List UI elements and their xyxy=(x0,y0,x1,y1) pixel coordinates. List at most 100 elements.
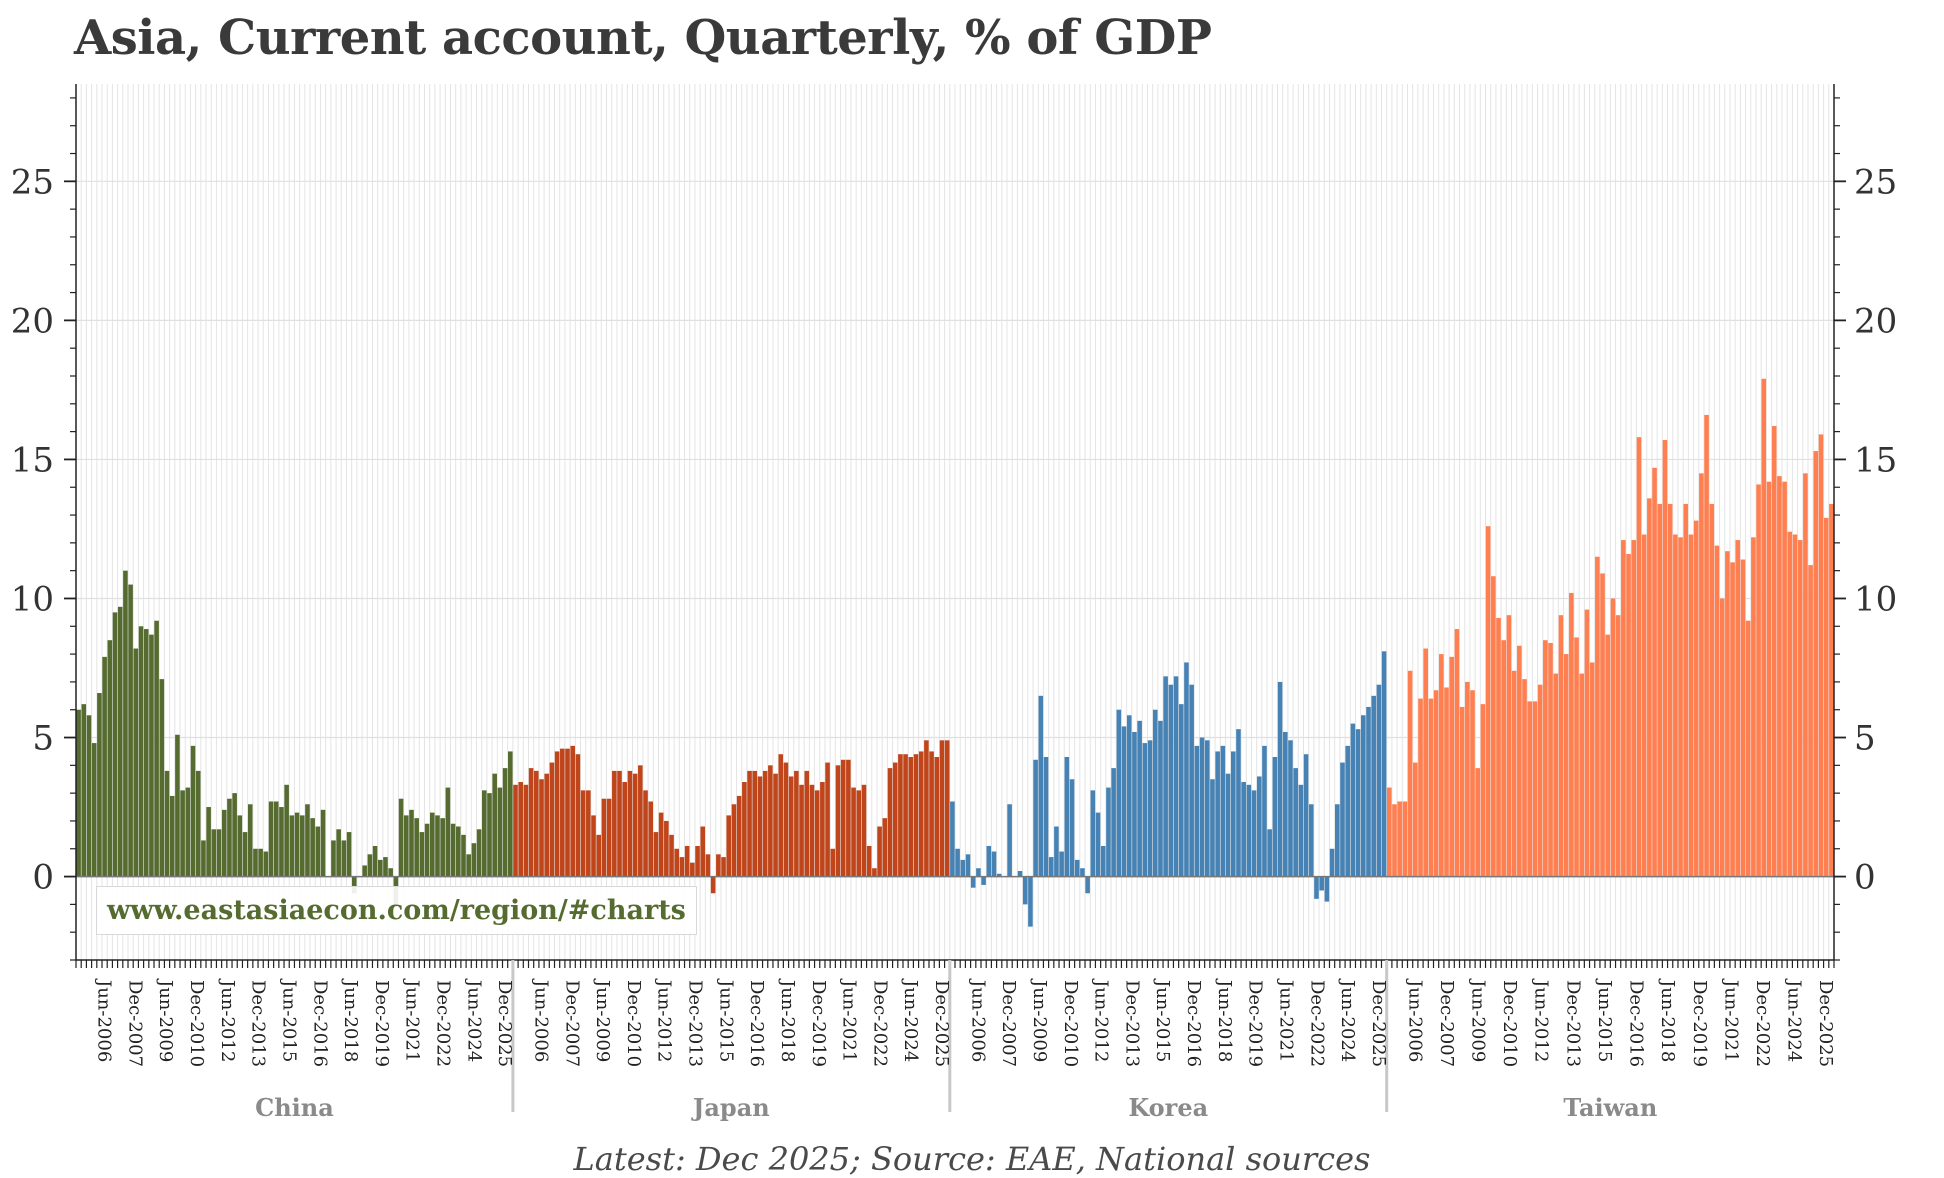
x-tick-label: Dec-2019 xyxy=(1689,980,1710,1067)
bar-taiwan xyxy=(1777,476,1782,877)
bar-korea xyxy=(1324,876,1330,902)
bar-japan xyxy=(664,820,669,877)
x-tick-label: Dec-2013 xyxy=(248,980,269,1067)
bar-korea xyxy=(1376,684,1382,877)
bar-taiwan xyxy=(1782,481,1787,877)
bar-china xyxy=(409,809,414,877)
bar-japan xyxy=(804,770,810,877)
bar-taiwan xyxy=(1704,414,1709,877)
x-tick-label: Dec-2007 xyxy=(561,980,582,1067)
bar-korea xyxy=(1069,779,1075,877)
bar-china xyxy=(86,715,92,877)
bar-china xyxy=(143,629,149,877)
bar-taiwan xyxy=(1449,656,1455,877)
bar-korea xyxy=(1272,756,1278,877)
bar-japan xyxy=(523,784,529,877)
bar-korea xyxy=(1262,745,1267,877)
bar-japan xyxy=(648,801,654,877)
bar-taiwan xyxy=(1439,654,1444,877)
bar-korea xyxy=(1085,876,1090,894)
bar-japan xyxy=(638,765,643,877)
bar-japan xyxy=(606,798,612,877)
bar-korea xyxy=(1340,762,1345,877)
bar-japan xyxy=(877,826,882,877)
bar-taiwan xyxy=(1693,520,1699,877)
bar-china xyxy=(305,804,310,877)
bar-taiwan xyxy=(1600,573,1605,877)
bar-china xyxy=(320,809,326,877)
bar-china xyxy=(383,857,388,877)
bar-korea xyxy=(950,801,955,877)
bar-korea xyxy=(976,868,981,877)
bar-taiwan xyxy=(1714,545,1720,877)
bar-japan xyxy=(924,740,929,877)
bar-korea xyxy=(1381,651,1387,877)
bar-korea xyxy=(1220,745,1226,877)
bar-taiwan xyxy=(1709,503,1715,877)
bar-taiwan xyxy=(1745,620,1751,877)
labels-layer: 0 0 5 5 10 10 15 15 20 20 25 25 Jun-2006 Dec-2007 Jun-… xyxy=(11,162,1898,1122)
bar-china xyxy=(247,804,253,877)
bar-korea xyxy=(1241,782,1246,877)
bar-taiwan xyxy=(1751,537,1756,877)
bar-japan xyxy=(908,756,914,877)
bar-japan xyxy=(700,826,706,877)
bar-japan xyxy=(544,773,549,877)
bar-taiwan xyxy=(1771,426,1777,877)
x-tick-label: Jun-2012 xyxy=(217,978,238,1062)
bar-korea xyxy=(1048,857,1054,877)
bar-japan xyxy=(773,773,778,877)
bar-taiwan xyxy=(1761,378,1767,877)
bar-taiwan xyxy=(1501,640,1507,877)
bar-china xyxy=(117,606,123,877)
bar-japan xyxy=(747,770,752,877)
bar-korea xyxy=(1319,876,1324,891)
bar-taiwan xyxy=(1725,551,1730,877)
bar-japan xyxy=(617,770,622,877)
bar-japan xyxy=(794,770,799,877)
x-tick-label: Jun-2021 xyxy=(1720,978,1741,1062)
bar-taiwan xyxy=(1407,670,1413,877)
bar-taiwan xyxy=(1454,629,1460,877)
bar-japan xyxy=(757,776,763,877)
bar-taiwan xyxy=(1662,439,1668,877)
bar-japan xyxy=(596,834,602,877)
bar-korea xyxy=(1361,715,1366,877)
bar-japan xyxy=(778,754,784,877)
bar-taiwan xyxy=(1647,498,1652,877)
bar-korea xyxy=(1308,804,1314,877)
x-tick-label: Jun-2006 xyxy=(967,978,988,1062)
chart-title: Asia, Current account, Quarterly, % of G… xyxy=(74,10,1212,66)
bar-china xyxy=(133,648,139,877)
bar-taiwan xyxy=(1792,534,1798,877)
bar-taiwan xyxy=(1818,434,1824,877)
bar-taiwan xyxy=(1413,762,1418,877)
bar-japan xyxy=(918,751,924,877)
bar-taiwan xyxy=(1527,701,1533,877)
bar-taiwan xyxy=(1569,592,1574,877)
y-tick-label-right: 5 xyxy=(1854,719,1876,759)
bar-japan xyxy=(939,740,945,877)
bar-korea xyxy=(1210,779,1215,877)
bar-china xyxy=(497,787,503,877)
bar-china xyxy=(128,584,133,877)
bar-korea xyxy=(981,876,986,885)
bar-taiwan xyxy=(1719,598,1725,877)
bar-korea xyxy=(1194,745,1200,877)
x-tick-label: Jun-2015 xyxy=(1152,978,1173,1062)
bar-china xyxy=(253,848,258,877)
bar-china xyxy=(221,809,227,877)
x-tick-label: Dec-2019 xyxy=(808,980,829,1067)
bar-korea xyxy=(1173,676,1179,877)
bar-taiwan xyxy=(1574,637,1579,877)
x-tick-label: Dec-2025 xyxy=(1815,980,1836,1067)
bar-japan xyxy=(591,815,596,877)
bar-china xyxy=(403,815,409,877)
x-tick-label: Jun-2009 xyxy=(155,978,176,1062)
x-tick-label: Dec-2013 xyxy=(1121,980,1142,1067)
bar-japan xyxy=(783,762,789,877)
bar-taiwan xyxy=(1402,801,1408,877)
bar-china xyxy=(346,832,352,877)
bar-taiwan xyxy=(1667,503,1673,877)
bar-china xyxy=(263,851,269,877)
